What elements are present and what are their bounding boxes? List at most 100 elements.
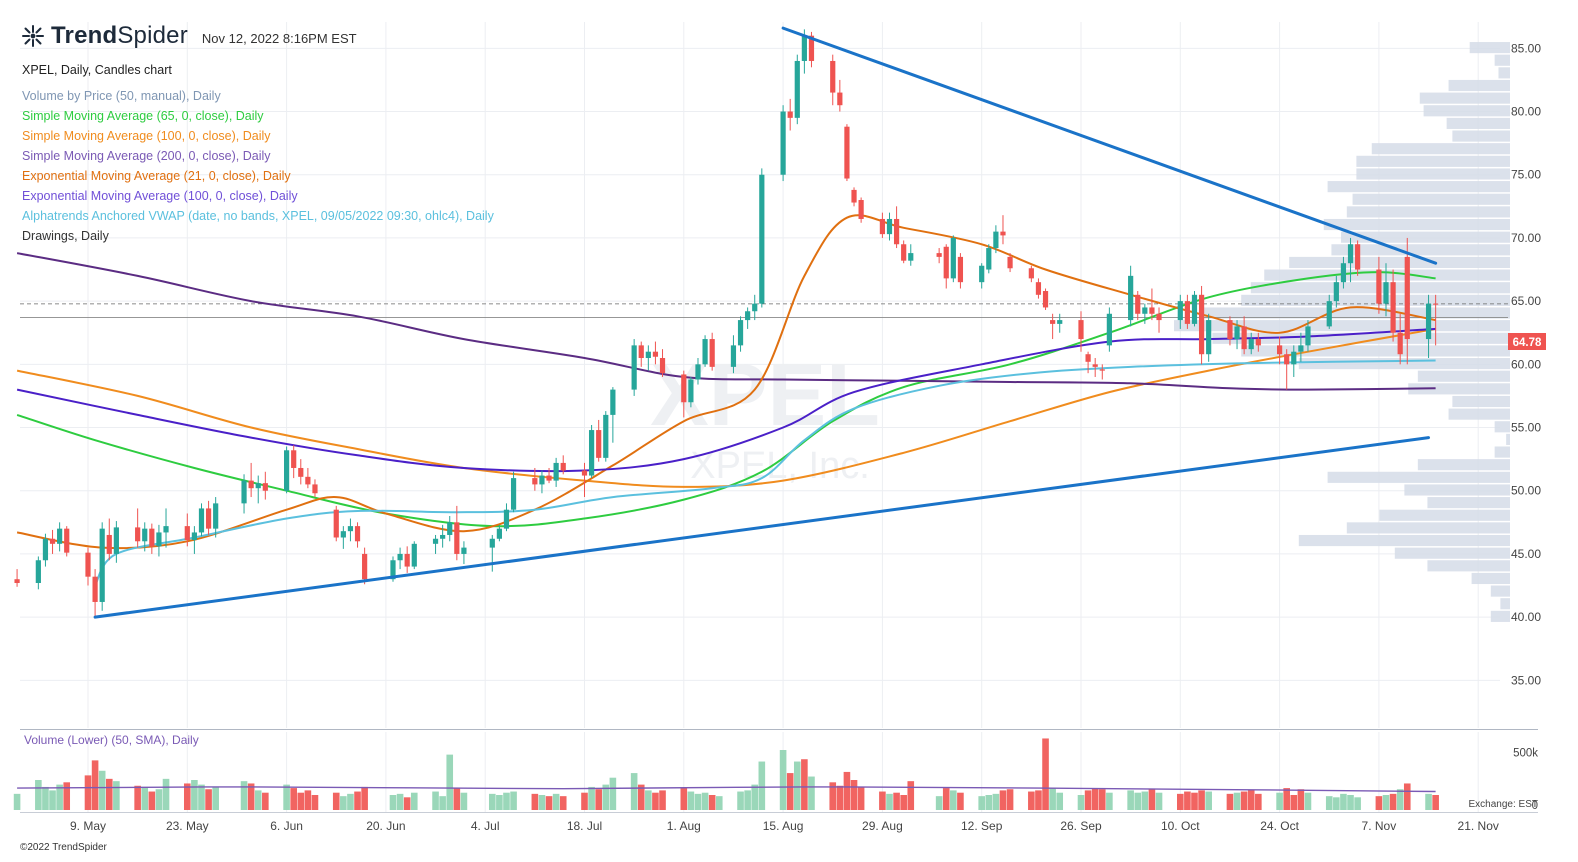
vbp-bar — [1327, 471, 1510, 483]
legend-item[interactable]: XPEL, Daily, Candles chart — [22, 63, 172, 77]
volume-bar — [957, 792, 964, 810]
volume-bar — [410, 792, 418, 810]
vbp-bar — [1494, 54, 1510, 66]
trendlines[interactable] — [93, 26, 1438, 619]
price-tick-label: 45.00 — [1511, 547, 1541, 561]
volume-pane-title: Volume (Lower) (50, SMA), Daily — [24, 733, 199, 747]
date-tick-label: 26. Sep — [1060, 819, 1102, 833]
candle — [1376, 256, 1382, 314]
volume-bar — [786, 773, 794, 810]
candle — [908, 244, 914, 266]
volume-bars — [13, 738, 1439, 810]
legend-item[interactable]: Alphatrends Anchored VWAP (date, no band… — [22, 209, 494, 223]
volume-by-price-profile — [1174, 42, 1510, 622]
candle-body — [979, 265, 985, 283]
price-axis[interactable]: 35.00 40.00 45.00 50.00 55.00 60.00 65.00 70.00… — [1511, 41, 1541, 687]
candle — [1206, 313, 1212, 362]
volume-bar — [893, 792, 900, 810]
volume-bar — [1028, 791, 1035, 810]
candle-body — [546, 475, 552, 481]
volume-bar — [609, 777, 617, 810]
candle-body — [1042, 291, 1049, 308]
vbp-bar — [1446, 117, 1510, 129]
candle-body — [730, 345, 737, 367]
candle-body — [737, 320, 744, 346]
candle-body — [333, 509, 339, 538]
candle — [638, 341, 644, 367]
candle — [1142, 303, 1148, 324]
volume-bar — [1098, 789, 1106, 810]
vbp-bar — [1490, 585, 1510, 597]
candle-body — [659, 358, 666, 374]
legend-item[interactable]: Simple Moving Average (100, 0, close), D… — [22, 129, 271, 143]
legend-item[interactable]: Exponential Moving Average (21, 0, close… — [22, 169, 291, 183]
volume-bar — [84, 775, 92, 810]
legend-item[interactable]: Simple Moving Average (65, 0, close), Da… — [22, 109, 264, 123]
price-tick-label: 70.00 — [1511, 231, 1541, 245]
candle — [986, 244, 992, 274]
candle-body — [1397, 332, 1403, 355]
candle — [440, 524, 446, 548]
candle — [454, 505, 460, 561]
volume-bar — [488, 793, 496, 810]
candle-body — [1433, 303, 1439, 305]
date-tick-label: 21. Nov — [1458, 819, 1499, 833]
volume-bar — [595, 789, 602, 810]
candle — [404, 546, 410, 573]
legend-item[interactable]: Exponential Moving Average (100, 0, clos… — [22, 189, 298, 203]
volume-bar — [687, 791, 695, 810]
candle — [397, 547, 403, 570]
candle-body — [1333, 282, 1339, 302]
legend-item[interactable]: Simple Moving Average (200, 0, close), D… — [22, 149, 271, 163]
candle-body — [1241, 326, 1247, 350]
legend-item[interactable]: Drawings, Daily — [22, 229, 109, 243]
volume-bar — [1077, 795, 1085, 810]
candle-body — [560, 462, 566, 471]
volume-bar — [744, 790, 751, 810]
candle — [1340, 256, 1347, 289]
brand-light: Spider — [117, 22, 188, 49]
candle — [57, 522, 63, 552]
candle-body — [461, 547, 467, 554]
price-tick-label: 80.00 — [1511, 105, 1541, 119]
volume-bar — [347, 793, 354, 810]
time-axis[interactable]: 9. May 23. May 6. Jun 20. Jun 4. Jul 18. Jul 1… — [20, 812, 1538, 834]
candle-body — [1135, 294, 1141, 314]
volume-bar — [850, 780, 858, 810]
candle-body — [1198, 294, 1205, 355]
candle — [49, 529, 56, 554]
candle — [1227, 316, 1233, 346]
volume-bar — [1084, 790, 1092, 810]
candle — [1298, 332, 1304, 362]
candle — [532, 467, 538, 491]
volume-bar — [843, 771, 851, 810]
candle-body — [901, 244, 907, 261]
price-tick-label: 55.00 — [1511, 421, 1541, 435]
legend-item[interactable]: Volume by Price (50, manual), Daily — [22, 89, 221, 103]
candle — [837, 79, 843, 112]
volume-bar — [1247, 790, 1255, 810]
candle-body — [1078, 320, 1084, 340]
volume-bar — [297, 792, 305, 810]
candle — [333, 505, 339, 542]
volume-pane: Volume (Lower) (50, SMA), Daily Exchange… — [20, 729, 1538, 810]
candle-body — [808, 35, 815, 61]
indicator-legend[interactable]: XPEL, Daily, Candles chart Volume by Pric… — [22, 60, 494, 246]
volume-bar — [545, 796, 553, 810]
vbp-bar — [1427, 560, 1510, 572]
candle-body — [496, 528, 502, 539]
candle — [695, 358, 701, 385]
candle-body — [1099, 369, 1105, 371]
date-tick-label: 7. Nov — [1362, 819, 1397, 833]
volume-bar — [155, 789, 163, 810]
vbp-bar — [1174, 320, 1510, 332]
candle-body — [858, 200, 864, 219]
candle-body — [340, 531, 346, 538]
candle — [901, 240, 907, 264]
candle — [1234, 320, 1240, 350]
candle-body — [652, 351, 659, 357]
volume-bar — [1155, 792, 1163, 810]
vbp-bar — [1379, 509, 1510, 521]
volume-bar — [1226, 793, 1234, 810]
